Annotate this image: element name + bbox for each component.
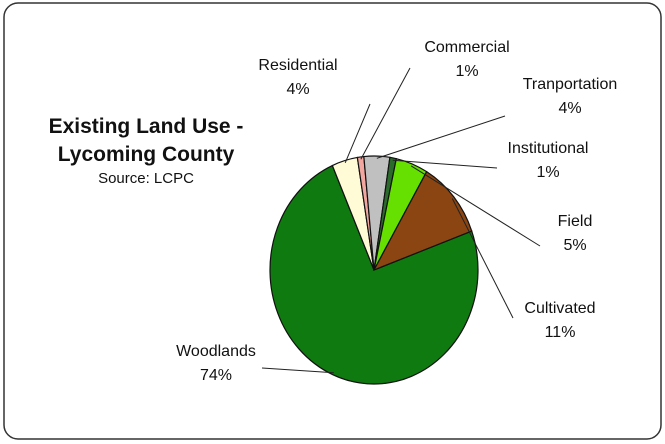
slice-label-commercial: Commercial [424,39,509,56]
slice-value-cultivated: 11% [545,324,576,341]
slice-value-commercial: 1% [455,63,478,80]
slice-value-field: 5% [563,237,586,254]
chart-title-line-2: Lycoming County [57,143,235,166]
slice-label-institutional: Institutional [508,140,589,157]
pie [269,155,479,385]
leader-line-institutional [392,159,498,169]
leader-line-residential [344,103,371,164]
slice-label-tranportation: Tranportation [523,76,618,93]
slice-label-woodlands: Woodlands [176,343,256,360]
slice-labels: Woodlands 74% Residential 4% Commercial 1% Tra… [176,39,617,384]
slice-label-cultivated: Cultivated [524,300,595,317]
leader-line-woodlands [261,367,334,374]
slice-value-institutional: 1% [536,164,559,181]
slice-value-woodlands: 74% [200,367,232,384]
leader-line-commercial [360,67,411,160]
pie-slice-cultivated [372,170,473,272]
leader-line-tranportation [376,115,506,159]
pie-slice-woodlands [269,164,479,385]
slice-label-residential: Residential [258,57,337,74]
leader-lines [261,67,541,374]
slice-value-tranportation: 4% [558,100,581,117]
chart-source: Source: LCPC [98,170,194,187]
slice-value-residential: 4% [286,81,309,98]
chart-title-block: Existing Land Use - Lycoming County Sour… [18,113,274,189]
chart-title-line-1: Existing Land Use - [48,115,244,138]
leader-line-cultivated [451,198,514,319]
leader-line-field [410,165,541,247]
slice-label-field: Field [558,213,593,230]
